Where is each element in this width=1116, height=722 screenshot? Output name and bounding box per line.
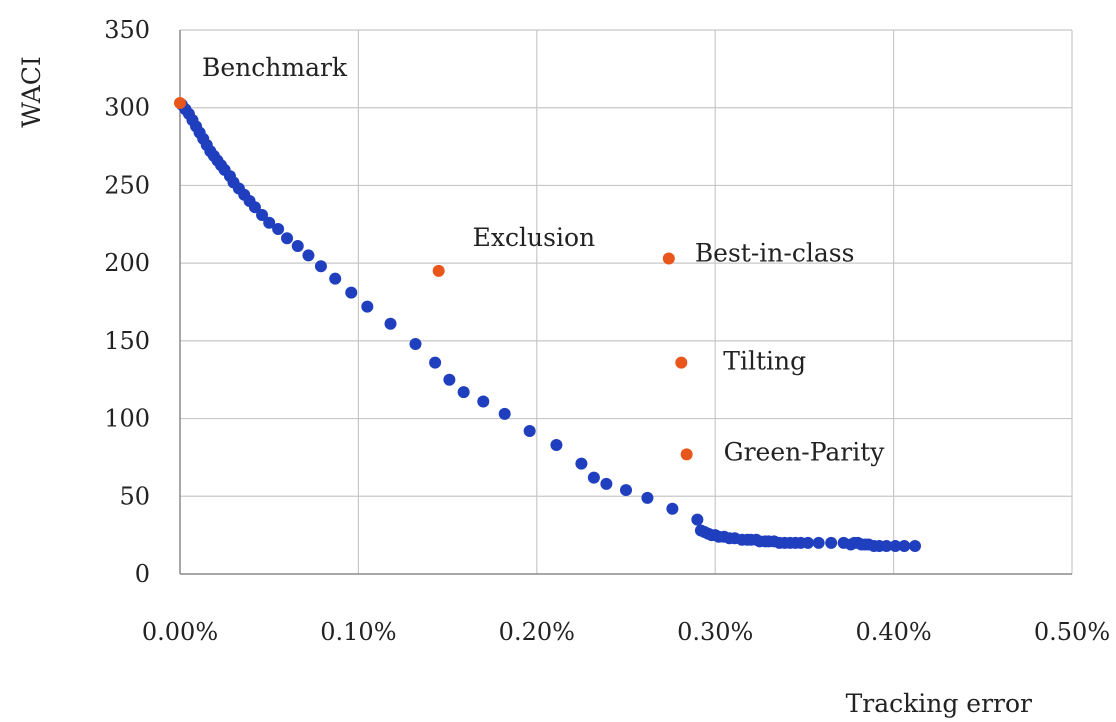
annotations: Benchmark Exclusion Best-in-class Tilting Gr…: [202, 53, 885, 466]
x-tick-label: 0.30%: [677, 618, 753, 646]
frontier-point: [443, 373, 456, 386]
highlight-point: [680, 448, 693, 461]
frontier-point: [550, 438, 563, 451]
highlight-point: [174, 97, 186, 110]
point-annotation: Best-in-class: [695, 238, 855, 267]
x-tick-label: 0.20%: [499, 618, 575, 646]
frontier-point: [691, 513, 704, 526]
highlight-series: [174, 97, 693, 461]
x-tick-label: 0.50%: [1034, 618, 1110, 646]
frontier-point: [281, 232, 294, 245]
frontier-point: [587, 471, 600, 484]
y-axis-label: WACI: [17, 56, 46, 128]
frontier-point: [345, 286, 358, 299]
y-tick-labels: 0 50 100 150 200 250 300 350: [104, 16, 150, 588]
x-tick-label: 0.10%: [320, 618, 396, 646]
frontier-point: [248, 201, 261, 214]
frontier-point: [329, 272, 342, 285]
frontier-point: [898, 540, 911, 553]
y-tick-label: 50: [119, 482, 150, 510]
point-annotation: Benchmark: [202, 53, 348, 82]
frontier-point: [256, 208, 269, 221]
highlight-point: [432, 264, 445, 277]
frontier-point: [498, 407, 511, 420]
frontier-point: [889, 540, 902, 553]
highlight-point: [662, 252, 675, 265]
point-annotation: Green-Parity: [724, 437, 886, 466]
frontier-point: [523, 425, 536, 438]
frontier-point: [457, 386, 470, 399]
frontier-point: [812, 536, 825, 549]
frontier-series: [175, 98, 922, 553]
frontier-point: [361, 300, 374, 313]
frontier-point: [272, 222, 285, 235]
frontier-point: [600, 477, 613, 490]
frontier-point: [477, 395, 490, 408]
gridlines: [180, 29, 1073, 574]
y-tick-label: 100: [104, 405, 150, 433]
y-tick-label: 300: [104, 94, 150, 122]
y-tick-label: 150: [104, 327, 150, 355]
frontier-point: [825, 536, 838, 549]
y-tick-label: 350: [104, 16, 150, 44]
y-tick-label: 200: [104, 249, 150, 277]
frontier-point: [666, 502, 679, 515]
x-tick-labels: 0.00% 0.10% 0.20% 0.30% 0.40% 0.50%: [142, 618, 1110, 646]
frontier-point: [384, 317, 397, 330]
x-axis-label: Tracking error: [846, 689, 1032, 718]
frontier-point: [880, 540, 893, 553]
frontier-point: [575, 457, 588, 470]
point-annotation: Exclusion: [473, 223, 595, 252]
frontier-point: [909, 540, 922, 553]
frontier-point: [409, 337, 422, 350]
frontier-point: [291, 240, 304, 253]
frontier-point: [302, 249, 315, 262]
y-tick-label: 0: [135, 560, 150, 588]
axes: [179, 30, 1072, 575]
x-tick-label: 0.40%: [855, 618, 931, 646]
x-tick-label: 0.00%: [142, 618, 218, 646]
highlight-point: [675, 356, 688, 369]
y-tick-label: 250: [104, 171, 150, 199]
frontier-point: [620, 484, 632, 497]
point-annotation: Tilting: [723, 347, 806, 376]
frontier-point: [801, 536, 814, 549]
frontier-point: [314, 260, 327, 273]
frontier-point: [429, 356, 442, 369]
frontier-point: [263, 216, 276, 229]
frontier-point: [641, 491, 654, 504]
